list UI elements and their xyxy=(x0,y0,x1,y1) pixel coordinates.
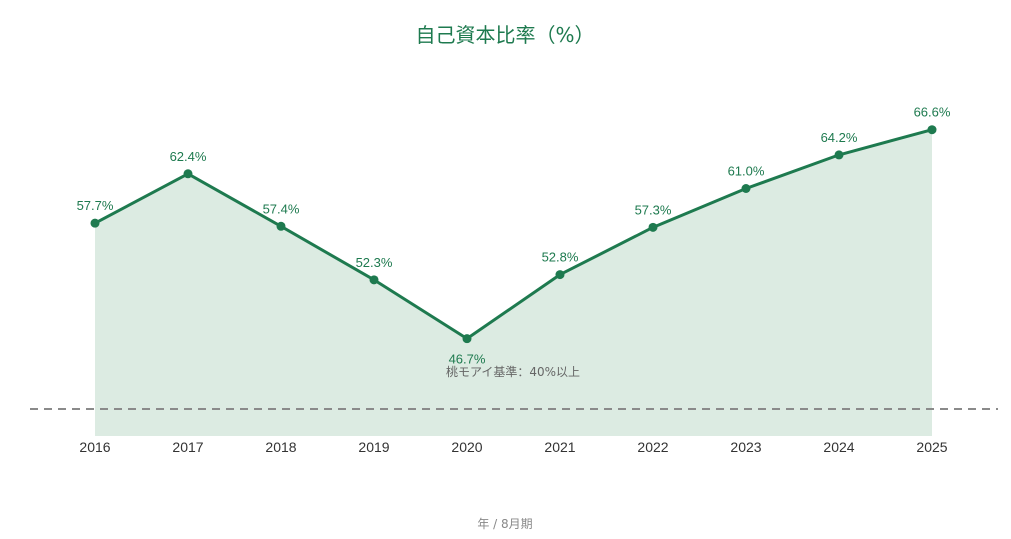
series-line xyxy=(94,128,933,341)
chart-title: 自己資本比率（%） xyxy=(415,23,594,47)
x-tick-2020: 2020 xyxy=(451,439,482,455)
plot-area: 57.7% 2016 62.4% 2017 57.4% 2018 52.3% 2019 46.7… xyxy=(30,105,998,455)
data-point-2017 xyxy=(183,169,193,179)
data-point-2021 xyxy=(555,270,565,280)
x-tick-2024: 2024 xyxy=(823,439,854,455)
x-tick-2016: 2016 xyxy=(79,439,110,455)
x-tick-2023: 2023 xyxy=(730,439,761,455)
data-point-2020 xyxy=(462,334,472,344)
data-label-2019: 52.3% xyxy=(356,255,393,270)
x-tick-2022: 2022 xyxy=(637,439,668,455)
data-label-2023: 61.0% xyxy=(728,164,765,179)
data-point-2025 xyxy=(927,125,937,135)
data-label-2022: 57.3% xyxy=(635,202,672,217)
data-point-2018 xyxy=(276,221,286,231)
x-tick-2021: 2021 xyxy=(544,439,575,455)
x-tick-2017: 2017 xyxy=(172,439,203,455)
data-label-2021: 52.8% xyxy=(542,250,579,265)
data-label-2024: 64.2% xyxy=(821,130,858,145)
data-label-2016: 57.7% xyxy=(77,198,114,213)
data-point-2022 xyxy=(648,222,658,232)
data-label-2018: 57.4% xyxy=(263,201,300,216)
x-tick-2019: 2019 xyxy=(358,439,389,455)
x-tick-2018: 2018 xyxy=(265,439,296,455)
data-label-2017: 62.4% xyxy=(170,149,207,164)
data-point-2024 xyxy=(834,150,844,160)
data-label-2020: 46.7% xyxy=(449,352,486,367)
data-point-2016 xyxy=(90,218,100,228)
data-point-2019 xyxy=(369,275,379,285)
area-fill xyxy=(95,129,932,436)
data-point-2023 xyxy=(741,184,751,193)
reference-line-label: 桃モアイ基準：40%以上 xyxy=(446,364,580,379)
x-axis-label: 年 / 8月期 xyxy=(477,517,532,531)
x-tick-2025: 2025 xyxy=(916,439,947,455)
data-label-2025: 66.6% xyxy=(914,105,951,120)
